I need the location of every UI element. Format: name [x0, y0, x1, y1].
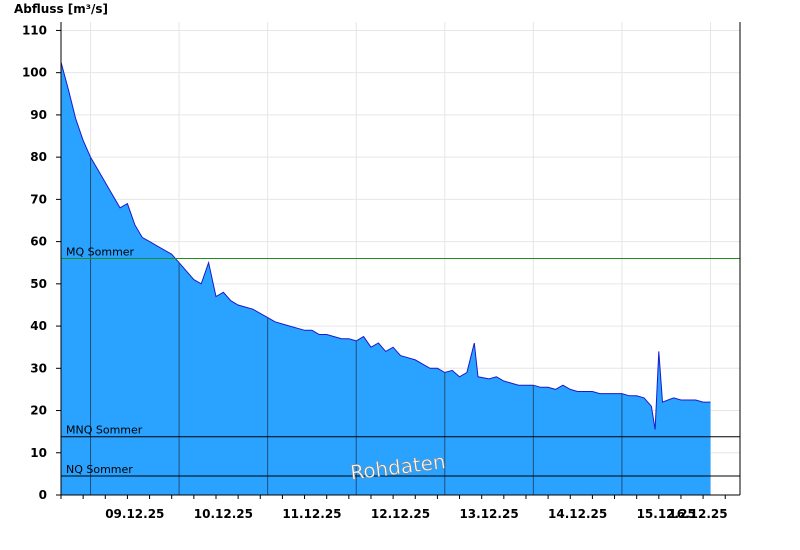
x-tick-label: 13.12.25 [459, 507, 518, 521]
reference-line-label: MNQ Sommer [66, 424, 143, 437]
x-tick-label: 10.12.25 [194, 507, 253, 521]
x-tick-label: 12.12.25 [371, 507, 430, 521]
y-tick-labels: 0 10 20 30 40 50 60 70 80 90 100 110 [22, 23, 47, 502]
y-tick-label: 10 [30, 446, 47, 460]
y-tick-label: 40 [30, 319, 47, 333]
y-axis-title: Abfluss [m³/s] [14, 2, 108, 16]
y-tick-label: 60 [30, 235, 47, 249]
discharge-line [60, 61, 711, 430]
y-tick-label: 110 [22, 23, 47, 37]
reference-line-label: NQ Sommer [66, 463, 133, 476]
x-tick-label: 09.12.25 [105, 507, 164, 521]
x-tick-labels: 09.12.25 10.12.25 11.12.25 12.12.25 13.12.25… [105, 507, 727, 521]
y-tick-label: 80 [30, 150, 47, 164]
y-tick-label: 20 [30, 404, 47, 418]
x-tick-label: 14.12.25 [548, 507, 607, 521]
y-tick-label: 50 [30, 277, 47, 291]
x-tick-label: 16.12.25 [668, 507, 727, 521]
x-tick-label: 11.12.25 [282, 507, 341, 521]
y-tick-label: 0 [39, 488, 47, 502]
vertical-day-lines [90, 157, 623, 495]
y-tick-label: 30 [30, 361, 47, 375]
reference-lines: MQ Sommer MNQ Sommer NQ Sommer [61, 246, 740, 477]
y-tick-label: 70 [30, 192, 47, 206]
y-tick-label: 90 [30, 108, 47, 122]
reference-line-label: MQ Sommer [66, 246, 135, 259]
axes [56, 22, 741, 499]
x-tick-label: 15.12.25 [637, 507, 696, 521]
discharge-area [61, 62, 711, 495]
y-tick-label: 100 [22, 66, 47, 80]
